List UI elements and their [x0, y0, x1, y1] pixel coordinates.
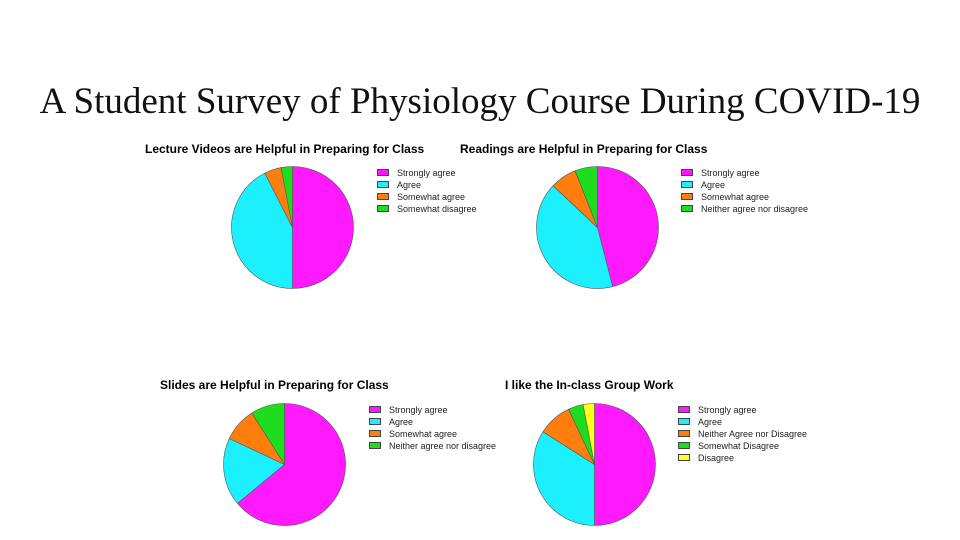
pie-slides: [223, 403, 346, 526]
legend-swatch: [377, 181, 389, 188]
chart-title: Lecture Videos are Helpful in Preparing …: [145, 142, 425, 156]
pie-slice-agree: [536, 185, 614, 289]
legend-swatch: [681, 181, 693, 188]
legend-label: Somewhat Disagree: [698, 441, 780, 451]
pie-slice-strongly-agree: [597, 166, 659, 287]
legend-swatch: [681, 169, 693, 176]
legend-label: Agree: [698, 417, 723, 427]
legend-swatch: [681, 193, 693, 200]
legend-label: Strongly agree: [698, 405, 757, 415]
legend-swatch: [377, 169, 389, 176]
pie-group-work: [533, 403, 656, 526]
legend-swatch: [681, 205, 693, 212]
legend-swatch: [678, 406, 690, 413]
pie-slice-strongly-agree: [237, 403, 346, 526]
legend-label: Somewhat agree: [389, 429, 458, 439]
pie-slice-agree: [231, 172, 293, 289]
legend-swatch: [369, 406, 381, 413]
pie-slice-neither-agree-nor-disagree: [251, 403, 285, 466]
slide-title: A Student Survey of Physiology Course Du…: [39, 81, 921, 122]
legend-swatch: [678, 442, 690, 449]
chart-title: Readings are Helpful in Preparing for Cl…: [460, 142, 708, 156]
pie-readings: [536, 166, 659, 289]
legend-label: Strongly agree: [389, 405, 448, 415]
legend-label: Strongly agree: [701, 168, 760, 178]
pie-slice-strongly-agree: [594, 403, 656, 526]
legend-swatch: [377, 205, 389, 212]
chart-title: Slides are Helpful in Preparing for Clas…: [160, 378, 389, 392]
legend-label: Somewhat disagree: [397, 204, 477, 214]
chart-title: I like the In-class Group Work: [505, 378, 674, 392]
legend-label: Neither Agree nor Disagree: [698, 429, 808, 439]
legend-label: Neither agree nor disagree: [701, 204, 809, 214]
legend-swatch: [678, 430, 690, 437]
legend-swatch: [678, 418, 690, 425]
legend-label: Somewhat agree: [701, 192, 770, 202]
pie-slice-agree: [223, 438, 286, 504]
pie-slice-somewhat-disagree: [280, 166, 293, 228]
legend-label: Agree: [701, 180, 726, 190]
pie-slice-agree: [533, 431, 595, 526]
pie-lecture-videos: [231, 166, 354, 289]
legend-label: Agree: [397, 180, 422, 190]
legend-swatch: [377, 193, 389, 200]
legend-label: Neither agree nor disagree: [389, 441, 497, 451]
legend-swatch: [678, 454, 690, 461]
legend-label: Somewhat agree: [397, 192, 466, 202]
legend-swatch: [369, 418, 381, 425]
pie-slice-strongly-agree: [292, 166, 354, 289]
pie-slice-disagree: [582, 403, 595, 465]
legend-label: Agree: [389, 417, 414, 427]
legend-label: Strongly agree: [397, 168, 456, 178]
legend-label: Disagree: [698, 453, 735, 463]
legend-swatch: [369, 430, 381, 437]
legend-swatch: [369, 442, 381, 449]
pie-slice-neither-agree-nor-disagree: [574, 166, 598, 228]
